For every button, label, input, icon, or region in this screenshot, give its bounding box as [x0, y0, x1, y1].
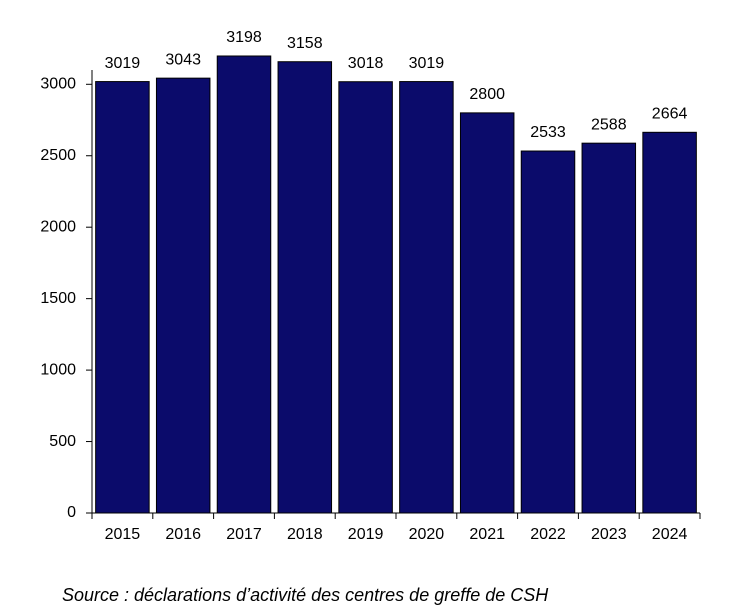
data-label: 2800 — [469, 86, 505, 103]
bar — [95, 81, 150, 514]
data-label: 3018 — [348, 55, 384, 72]
x-tick-label: 2016 — [165, 526, 201, 543]
x-tick-label: 2020 — [409, 526, 445, 543]
x-tick-label: 2019 — [348, 526, 384, 543]
bar — [642, 131, 697, 514]
bar — [399, 81, 454, 514]
y-tick-label: 1500 — [40, 290, 76, 307]
x-tick-label: 2018 — [287, 526, 323, 543]
x-tick-label: 2021 — [469, 526, 505, 543]
data-label: 3019 — [105, 55, 141, 72]
bar — [459, 112, 515, 514]
data-label: 3198 — [226, 29, 262, 46]
bar — [216, 55, 272, 514]
data-label: 2533 — [530, 124, 566, 141]
bar — [520, 150, 576, 514]
x-tick-label: 2022 — [530, 526, 566, 543]
data-label: 2664 — [652, 106, 688, 123]
bar — [581, 142, 637, 514]
bar — [155, 77, 211, 514]
y-tick-label: 2000 — [40, 218, 76, 235]
x-tick-label: 2024 — [652, 526, 688, 543]
data-label: 3019 — [409, 55, 445, 72]
y-tick-label: 3000 — [40, 76, 76, 93]
x-tick-label: 2017 — [226, 526, 262, 543]
y-tick-label: 500 — [49, 433, 76, 450]
data-label: 2588 — [591, 116, 627, 133]
y-tick-label: 0 — [67, 504, 76, 521]
bar — [338, 81, 393, 514]
x-tick-label: 2015 — [105, 526, 141, 543]
bar — [277, 61, 333, 514]
x-tick-label: 2023 — [591, 526, 627, 543]
data-label: 3043 — [165, 51, 201, 68]
y-tick-label: 1000 — [40, 361, 76, 378]
y-tick-label: 2500 — [40, 147, 76, 164]
data-label: 3158 — [287, 35, 323, 52]
source-note: Source : déclarations d’activité des cen… — [62, 585, 549, 605]
